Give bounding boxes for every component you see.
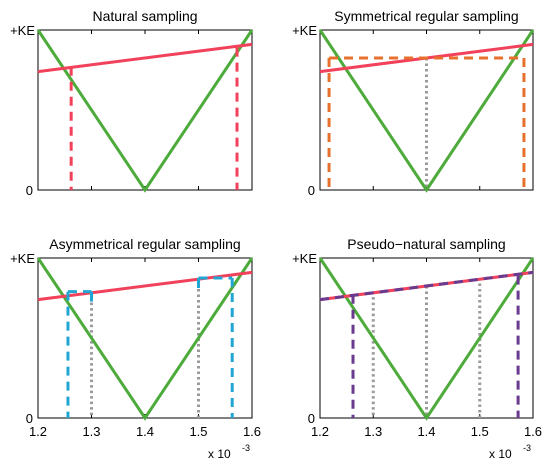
x-tick-label: 1.3 bbox=[364, 424, 382, 439]
reference-line bbox=[37, 42, 253, 74]
x-multiplier-exponent: -3 bbox=[242, 443, 250, 453]
y-tick-label-zero: 0 bbox=[308, 183, 315, 198]
panel-asymmetrical: Asymmetrical regular sampling 0 +KE 1.2 1.3 1… bbox=[10, 236, 261, 461]
panel-title: Asymmetrical regular sampling bbox=[49, 236, 240, 252]
y-tick-label-ke: +KE bbox=[10, 251, 35, 266]
carrier-line bbox=[36, 257, 254, 421]
x-tick-label: 1.2 bbox=[29, 424, 47, 439]
y-tick-label-zero: 0 bbox=[308, 411, 315, 426]
x-tick-label: 1.3 bbox=[82, 424, 100, 439]
axes-box bbox=[37, 29, 253, 191]
panel-title: Pseudo−natural sampling bbox=[347, 236, 505, 252]
panel-title: Symmetrical regular sampling bbox=[334, 8, 518, 24]
carrier-line bbox=[36, 29, 254, 193]
x-tick-label: 1.4 bbox=[417, 424, 435, 439]
axes-box bbox=[37, 257, 253, 419]
x-tick-label: 1.5 bbox=[189, 424, 207, 439]
y-tick-label-zero: 0 bbox=[26, 411, 33, 426]
x-tick-label: 1.6 bbox=[524, 424, 542, 439]
x-tick-label: 1.6 bbox=[243, 424, 261, 439]
y-tick-label-ke: +KE bbox=[10, 23, 35, 38]
carrier-line bbox=[318, 29, 535, 193]
x-multiplier: x 10 bbox=[489, 447, 512, 461]
panel-pseudo-natural: Pseudo−natural sampling 0 +KE 1.2 1.3 1.4 1.5 1… bbox=[292, 236, 542, 461]
panel-symmetrical: Symmetrical regular sampling 0 +KE bbox=[292, 8, 535, 198]
x-tick-label: 1.2 bbox=[311, 424, 329, 439]
y-tick-label-ke: +KE bbox=[292, 23, 317, 38]
x-multiplier: x 10 bbox=[208, 447, 231, 461]
carrier-line bbox=[318, 257, 535, 421]
panel-title: Natural sampling bbox=[92, 8, 197, 24]
panel-natural: Natural sampling 0 +KE bbox=[10, 8, 254, 198]
x-multiplier-exponent: -3 bbox=[523, 443, 531, 453]
x-tick-label: 1.4 bbox=[136, 424, 154, 439]
x-tick-label: 1.5 bbox=[471, 424, 489, 439]
y-tick-label-zero: 0 bbox=[26, 183, 33, 198]
y-tick-label-ke: +KE bbox=[292, 251, 317, 266]
pseudo-reference-line bbox=[319, 270, 534, 302]
